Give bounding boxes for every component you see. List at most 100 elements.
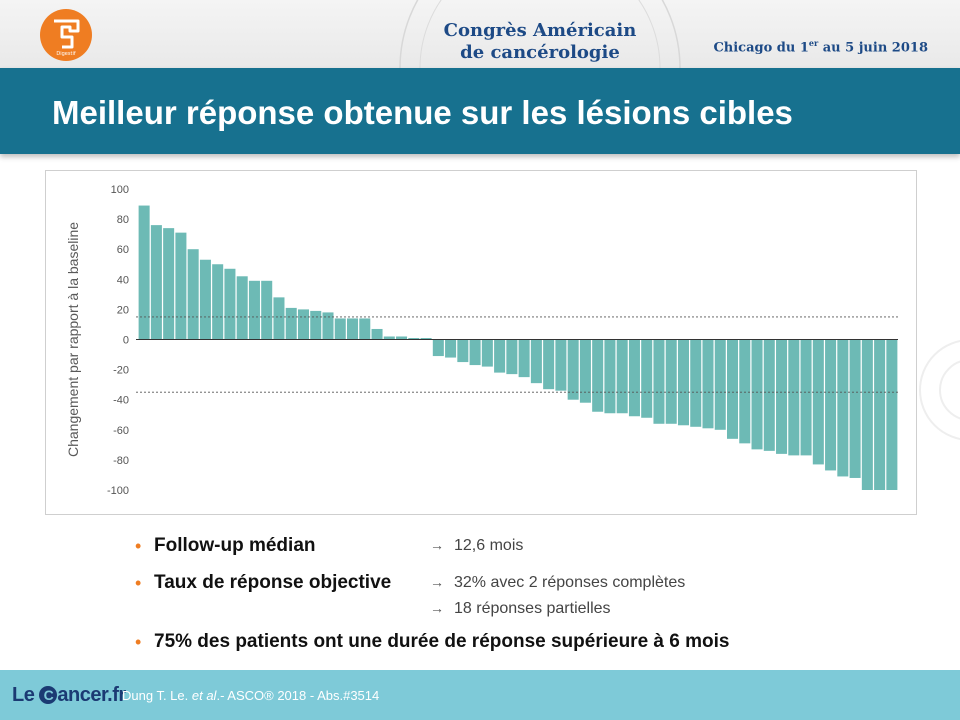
- digestif-logo: Digestif: [40, 9, 92, 61]
- bar: [555, 339, 567, 391]
- y-tick-label: 40: [117, 274, 129, 286]
- bar: [445, 339, 457, 358]
- bar: [543, 339, 555, 390]
- y-tick-label: -60: [113, 425, 129, 437]
- bar: [874, 339, 886, 490]
- bar: [187, 249, 199, 340]
- y-tick-label: -20: [113, 365, 129, 377]
- bar: [653, 339, 665, 424]
- y-tick-label: 20: [117, 304, 129, 316]
- bullet-dot: •: [135, 632, 142, 652]
- y-tick-label: -80: [113, 455, 129, 467]
- bar: [837, 339, 849, 477]
- congress-decoration: [399, 0, 681, 68]
- bar: [714, 339, 726, 430]
- bar: [224, 268, 236, 340]
- bar: [248, 280, 260, 340]
- bar: [285, 307, 297, 340]
- bar: [776, 339, 788, 454]
- bar: [628, 339, 640, 417]
- bar: [199, 259, 211, 340]
- y-tick-label: 80: [117, 214, 129, 226]
- bar: [812, 339, 824, 465]
- waterfall-chart: 100 80 60 40 20 0 -20 -40 -60 -80 -100 Changement p…: [45, 170, 917, 515]
- bar: [420, 338, 432, 340]
- bar: [150, 225, 162, 340]
- title-bar: Meilleur réponse obtenue sur les lésions…: [0, 68, 960, 154]
- bullet-label: Follow-up médian: [154, 535, 316, 556]
- bar: [616, 339, 628, 414]
- bar: [175, 232, 187, 340]
- bullet-value: → 32% avec 2 réponses complètes: [430, 572, 685, 593]
- bar: [579, 339, 591, 403]
- citation-author: Dung T. Le.: [122, 688, 192, 703]
- bar: [592, 339, 604, 412]
- bar: [469, 339, 481, 366]
- bar: [396, 336, 408, 340]
- top-banner: Digestif Congrès Américain de cancérolog…: [0, 0, 960, 68]
- bullet-value-text: 32% avec 2 réponses complètes: [454, 574, 686, 591]
- bar: [825, 339, 837, 471]
- bullet-value-text: 18 réponses partielles: [454, 600, 611, 617]
- congress-title: Congrès Américain de cancérologie: [420, 20, 660, 64]
- bar: [383, 336, 395, 340]
- bar: [665, 339, 677, 424]
- bar: [457, 339, 469, 363]
- y-tick-label: -40: [113, 395, 129, 407]
- bar: [334, 318, 346, 340]
- bar: [751, 339, 763, 450]
- dates-suffix: au 5 juin 2018: [818, 40, 928, 56]
- bar: [261, 280, 273, 340]
- intestine-icon: Digestif: [54, 19, 80, 57]
- bar: [138, 205, 150, 340]
- bar: [690, 339, 702, 427]
- bar: [800, 339, 812, 456]
- bullet-label: Taux de réponse objective: [154, 572, 392, 593]
- bar: [212, 264, 224, 340]
- slide-title: Meilleur réponse obtenue sur les lésions…: [52, 94, 793, 131]
- side-decoration: [919, 340, 960, 440]
- bar: [506, 339, 518, 375]
- bullet-dot: •: [135, 536, 142, 556]
- bar: [763, 339, 775, 451]
- bar: [359, 318, 371, 340]
- bar: [727, 339, 739, 439]
- congress-line-1: Congrès Américain: [443, 20, 637, 41]
- y-tick-label: 60: [117, 244, 129, 256]
- congress-dates: Chicago du 1er au 5 juin 2018: [713, 38, 928, 55]
- bullet-value: → 18 réponses partielles: [430, 598, 611, 619]
- bar: [236, 276, 248, 340]
- bar: [481, 339, 493, 367]
- bar: [849, 339, 861, 478]
- bar: [322, 312, 334, 340]
- bar: [788, 339, 800, 456]
- bar: [702, 339, 714, 429]
- y-tick-label: 0: [123, 335, 129, 347]
- logo-label: Digestif: [56, 51, 75, 57]
- chart-canvas: 100 80 60 40 20 0 -20 -40 -60 -80 -100 Changement p…: [65, 184, 898, 497]
- citation-etal: et al: [191, 688, 217, 703]
- congress-line-2: de cancérologie: [460, 42, 620, 63]
- bar: [297, 309, 309, 340]
- brand-right: ancer.fr: [57, 684, 126, 706]
- bar: [273, 297, 285, 340]
- bar: [567, 339, 579, 400]
- arrow-icon: →: [430, 537, 444, 553]
- citation-source: .- ASCO® 2018 - Abs.#3514: [216, 688, 380, 703]
- bar: [163, 228, 175, 340]
- bar: [739, 339, 751, 444]
- bar: [408, 338, 420, 340]
- arrow-icon: →: [430, 574, 444, 590]
- bullet-value-text: 12,6 mois: [454, 537, 524, 554]
- dates-prefix: Chicago du 1: [713, 40, 809, 56]
- bar: [310, 310, 322, 340]
- bar: [432, 339, 444, 357]
- bar: [494, 339, 506, 373]
- bar: [371, 328, 383, 340]
- bar: [530, 339, 542, 384]
- y-tick-label: -100: [107, 485, 129, 497]
- y-tick-label: 100: [111, 184, 129, 196]
- bar: [677, 339, 689, 426]
